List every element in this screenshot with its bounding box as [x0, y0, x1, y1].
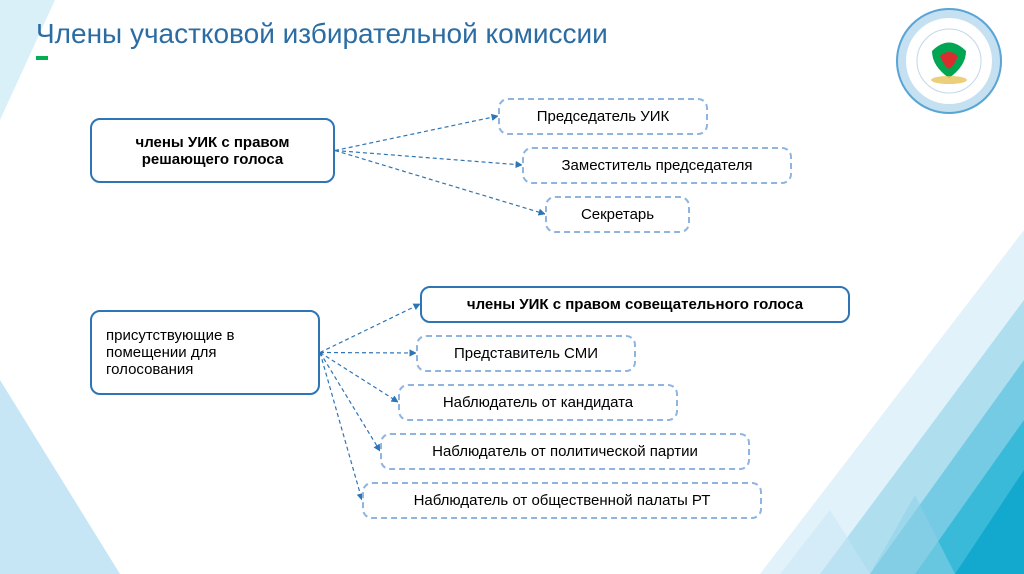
node-candidate-observer: Наблюдатель от кандидата — [398, 384, 678, 421]
node-deputy: Заместитель председателя — [522, 147, 792, 184]
node-secretary: Секретарь — [545, 196, 690, 233]
node-chairman: Председатель УИК — [498, 98, 708, 135]
commission-logo — [894, 6, 1004, 116]
title-underline — [36, 56, 48, 60]
node-party-observer: Наблюдатель от политической партии — [380, 433, 750, 470]
slide-content: Члены участковой избирательной комиссии … — [0, 0, 1024, 574]
node-media-rep: Представитель СМИ — [416, 335, 636, 372]
slide-title: Члены участковой избирательной комиссии — [36, 18, 608, 50]
source-voting-members: члены УИК с правом решающего голоса — [90, 118, 335, 183]
node-advisory-members: члены УИК с правом совещательного голоса — [420, 286, 850, 323]
source-present-in-room: присутствующие в помещении для голосован… — [90, 310, 320, 395]
node-chamber-observer: Наблюдатель от общественной палаты РТ — [362, 482, 762, 519]
